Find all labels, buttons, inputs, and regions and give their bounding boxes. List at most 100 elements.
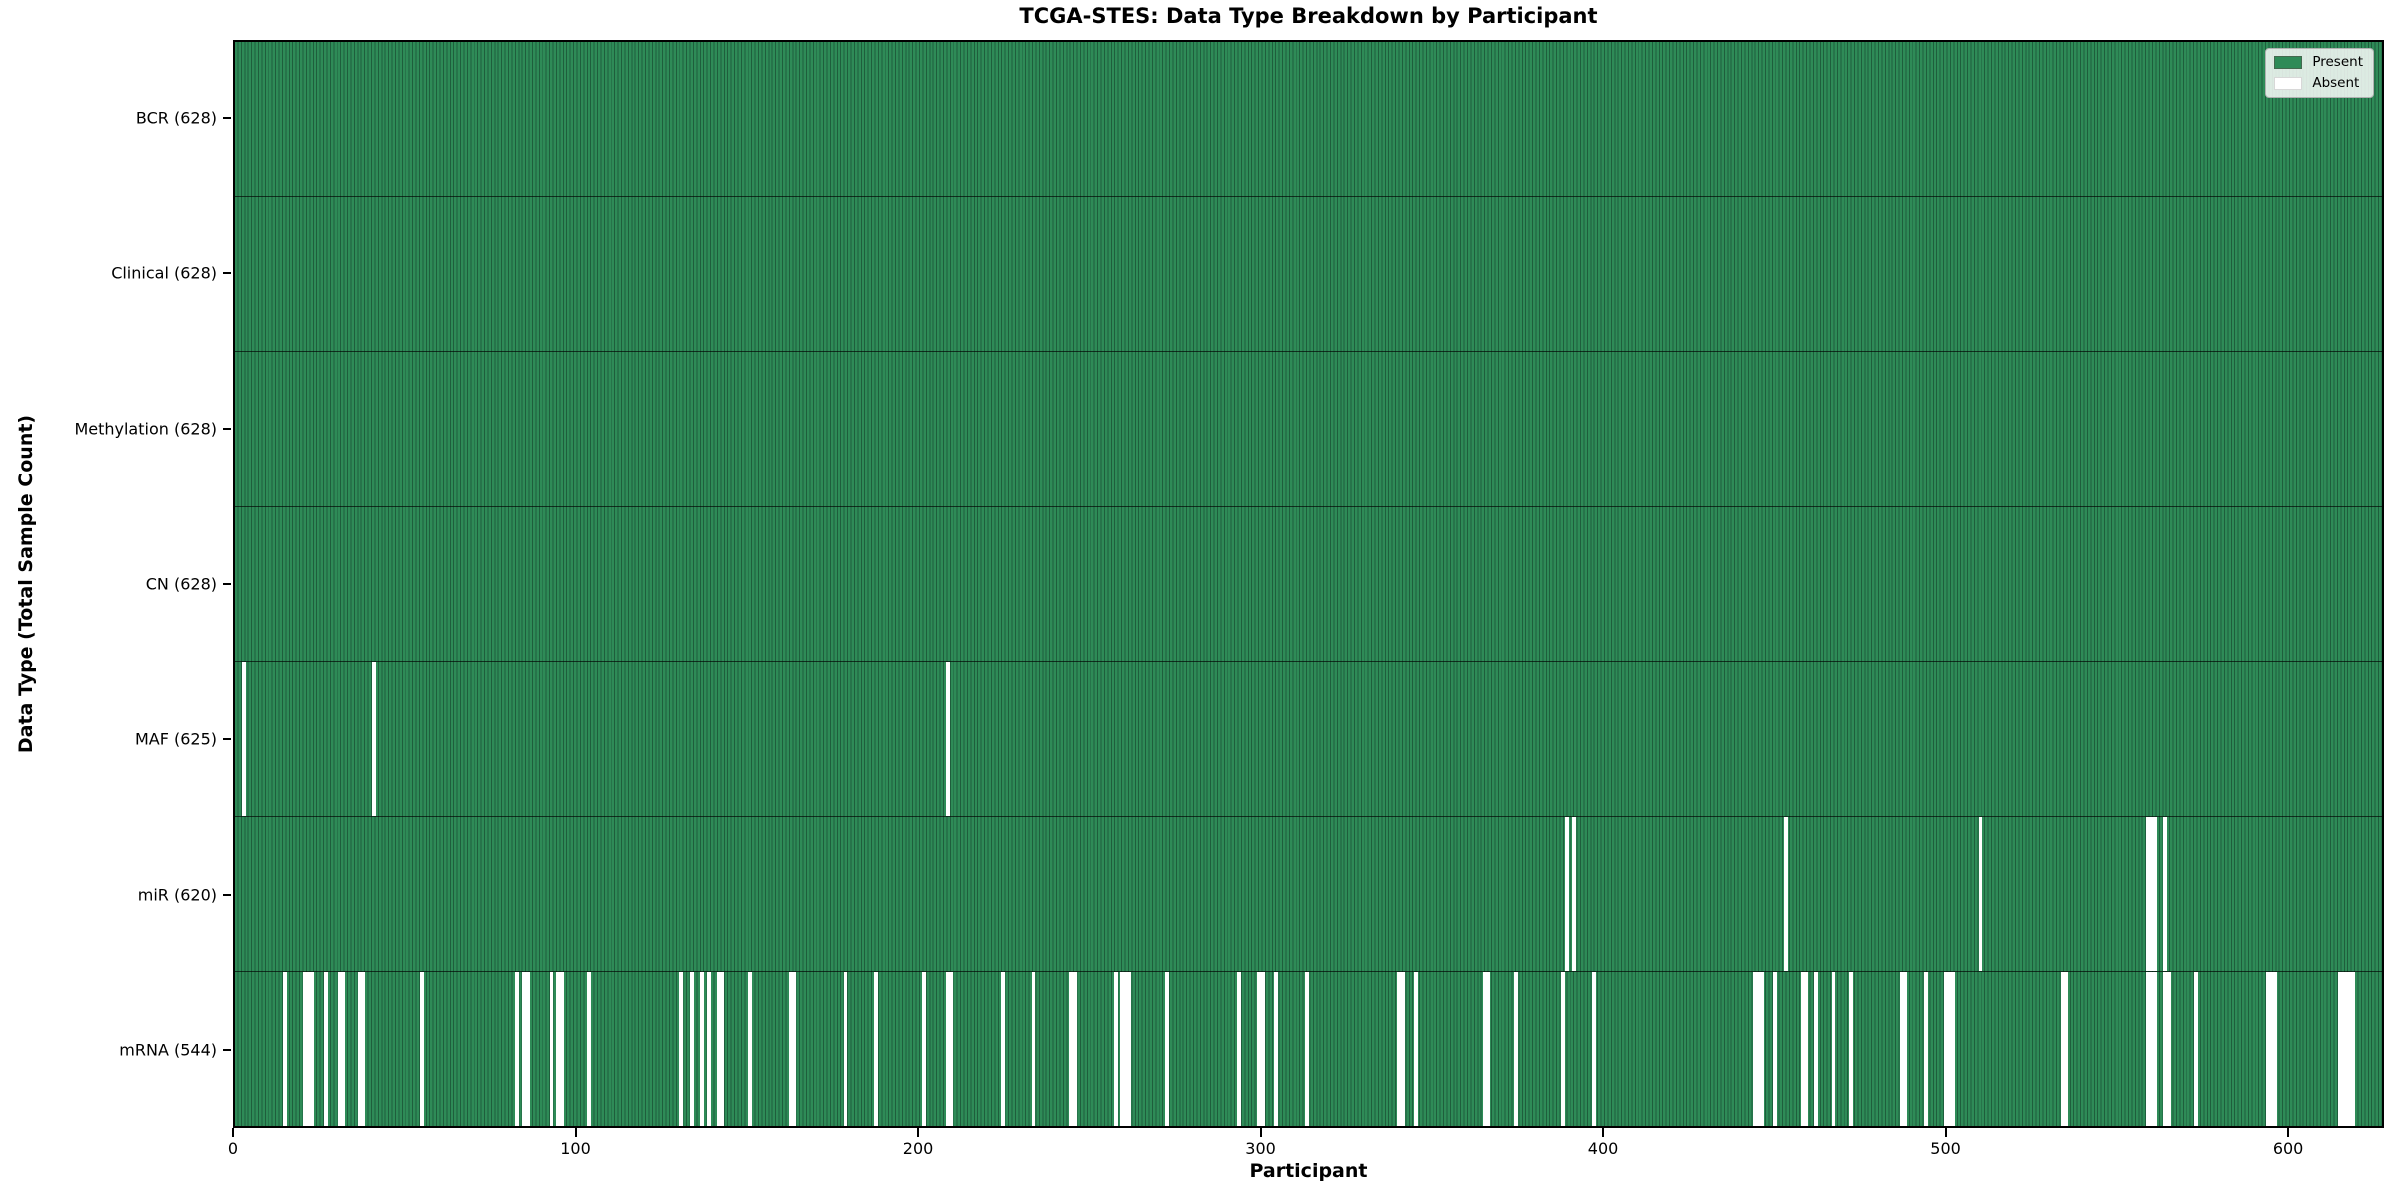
data-row-mRNA	[235, 971, 2382, 1126]
absent-stripe	[2149, 972, 2154, 1126]
y-tick-mark	[223, 427, 231, 430]
y-tick-label: Methylation (628)	[74, 419, 217, 439]
data-row-CN	[235, 506, 2382, 661]
absent-stripe	[1564, 817, 1569, 971]
y-tick-mark	[223, 738, 231, 741]
x-tick-mark	[1259, 1128, 1262, 1137]
absent-stripe	[699, 972, 704, 1126]
absent-stripe	[747, 972, 752, 1126]
absent-stripe	[1800, 972, 1805, 1126]
absent-stripe	[1903, 972, 1908, 1126]
absent-stripe	[2166, 972, 2171, 1126]
x-tick-mark	[1944, 1128, 1947, 1137]
x-tick-mark	[917, 1128, 920, 1137]
absent-stripe	[1783, 817, 1788, 971]
absent-stripe	[1773, 972, 1778, 1126]
absent-stripe	[1397, 972, 1402, 1126]
absent-stripe	[1236, 972, 1241, 1126]
x-tick-label: 500	[1930, 1139, 1961, 1158]
x-tick-label: 600	[2272, 1139, 2304, 1158]
absent-stripe	[1561, 972, 1566, 1126]
absent-stripe	[556, 972, 561, 1126]
absent-stripe	[1414, 972, 1419, 1126]
y-tick-mark	[223, 116, 231, 119]
x-tick-mark	[232, 1128, 234, 1137]
x-tick-label: 100	[560, 1139, 591, 1158]
y-tick-label: mRNA (544)	[119, 1040, 217, 1060]
absent-stripe	[1482, 972, 1487, 1126]
absent-stripe	[419, 972, 424, 1126]
absent-stripe	[1923, 972, 1928, 1126]
absent-stripe	[1486, 972, 1491, 1126]
absent-stripe	[1759, 972, 1764, 1126]
absent-stripe	[2269, 972, 2274, 1126]
absent-stripe	[1400, 972, 1405, 1126]
x-axis-label: Participant	[1249, 1160, 1368, 1182]
absent-stripe	[1274, 972, 1279, 1126]
absent-stripe	[2152, 817, 2157, 971]
absent-stripe	[323, 972, 328, 1126]
absent-stripe	[525, 972, 530, 1126]
legend-label-absent: Absent	[2312, 75, 2360, 91]
absent-stripe	[549, 972, 554, 1126]
absent-stripe	[1260, 972, 1265, 1126]
x-tick-label: 0	[227, 1139, 239, 1158]
absent-stripe	[310, 972, 315, 1126]
absent-stripe	[559, 972, 564, 1126]
absent-stripe	[1571, 817, 1576, 971]
absent-stripe	[2146, 972, 2150, 1126]
absent-stripe	[922, 972, 927, 1126]
chart-title: TCGA-STES: Data Type Breakdown by Partic…	[1019, 4, 1598, 28]
absent-stripe	[1257, 972, 1262, 1126]
absent-stripe	[2272, 972, 2277, 1126]
absent-stripe	[679, 972, 684, 1126]
absent-stripe	[1848, 972, 1853, 1126]
y-tick-label: CN (628)	[145, 574, 217, 594]
absent-stripe	[303, 972, 308, 1126]
absent-stripe	[587, 972, 592, 1126]
y-tick-mark	[223, 272, 231, 275]
absent-stripe	[2163, 817, 2168, 971]
x-tick-mark	[2287, 1128, 2290, 1137]
absent-stripe	[1113, 972, 1118, 1126]
y-tick-mark	[223, 893, 231, 896]
x-tick-label: 400	[1587, 1139, 1619, 1158]
present-swatch	[2274, 55, 2303, 69]
absent-stripe	[2146, 817, 2150, 971]
absent-stripe	[1951, 972, 1956, 1126]
legend-label-present: Present	[2312, 54, 2363, 70]
absent-stripe	[1127, 972, 1132, 1126]
absent-stripe	[949, 972, 954, 1126]
absent-stripe	[2265, 972, 2270, 1126]
x-tick-mark	[574, 1128, 577, 1137]
x-tick-label: 300	[1245, 1139, 1276, 1158]
x-axis-ticks: 0 100 200 300 400 500 600	[228, 1128, 2384, 1174]
y-tick-label: Clinical (628)	[111, 263, 217, 283]
y-tick-mark	[223, 583, 231, 585]
absent-stripe	[1899, 972, 1904, 1126]
absent-stripe	[522, 972, 527, 1126]
absent-stripe	[874, 972, 879, 1126]
absent-stripe	[2149, 817, 2154, 971]
absent-stripe	[1513, 972, 1518, 1126]
legend-entry-absent: Absent	[2274, 75, 2363, 91]
absent-stripe	[2337, 972, 2342, 1126]
absent-stripe	[1814, 972, 1819, 1126]
legend: Present Absent	[2265, 48, 2374, 98]
absent-stripe	[1120, 972, 1125, 1126]
absent-stripe	[1947, 972, 1952, 1126]
absent-stripe	[515, 972, 520, 1126]
absent-stripe	[717, 972, 721, 1126]
absent-stripe	[2351, 972, 2356, 1126]
absent-stripe	[1944, 972, 1949, 1126]
data-row-BCR	[235, 42, 2382, 196]
absent-stripe	[720, 972, 725, 1126]
absent-stripe	[946, 662, 950, 816]
absent-stripe	[371, 662, 376, 816]
absent-stripe	[1123, 972, 1128, 1126]
absent-stripe	[792, 972, 797, 1126]
absent-stripe	[1756, 972, 1761, 1126]
absent-stripe	[843, 972, 848, 1126]
y-tick-mark	[223, 1049, 231, 1052]
